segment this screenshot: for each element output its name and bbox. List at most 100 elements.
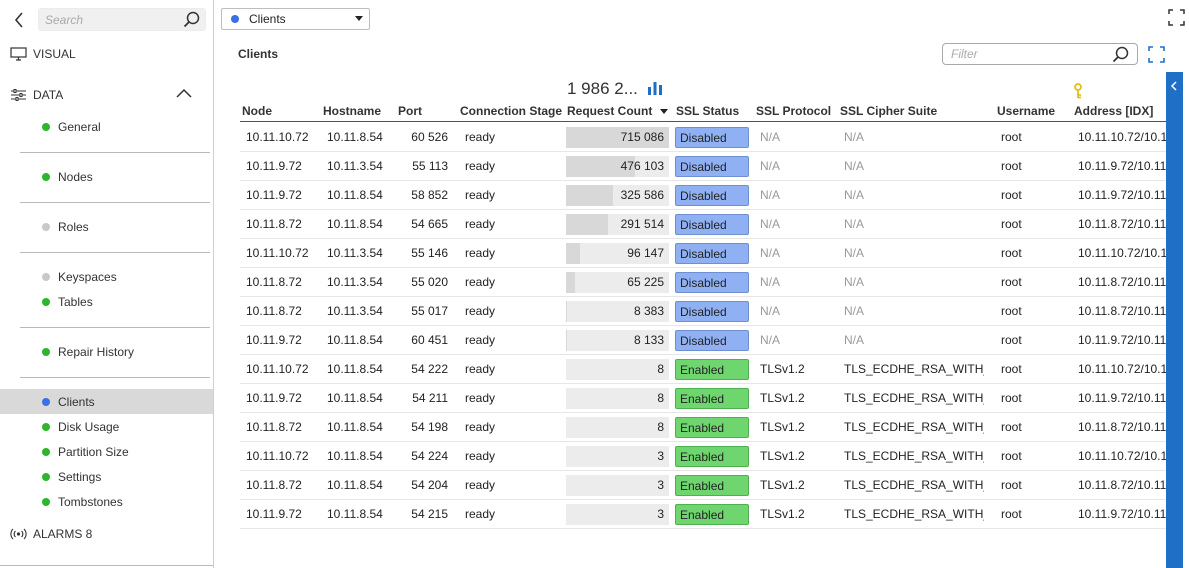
- cell-ssl-status: Disabled: [675, 272, 749, 293]
- panel-fullscreen-icon[interactable]: [1148, 46, 1165, 63]
- search-icon[interactable]: [183, 11, 200, 28]
- cell-connection-stage: ready: [465, 246, 496, 260]
- chevron-up-icon[interactable]: [176, 88, 192, 98]
- cell-ssl-protocol: N/A: [760, 159, 781, 173]
- sidebar-item-label: Disk Usage: [58, 419, 120, 434]
- sidebar-item-disk-usage[interactable]: Disk Usage: [0, 414, 213, 439]
- cell-connection-stage: ready: [465, 478, 496, 492]
- column-header-ssl-cipher-suite[interactable]: SSL Cipher Suite: [840, 104, 938, 118]
- column-header-port[interactable]: Port: [398, 104, 422, 118]
- section-visual-label: VISUAL: [33, 47, 76, 61]
- cell-username: root: [1001, 275, 1022, 289]
- column-header-ssl-status[interactable]: SSL Status: [676, 104, 740, 118]
- sidebar-item-label: Settings: [58, 469, 102, 484]
- cell-username: root: [1001, 507, 1022, 521]
- cell-address: 10.11.10.72/10.11: [1078, 246, 1166, 260]
- column-header-address[interactable]: Address [IDX]: [1074, 104, 1154, 118]
- sidebar-item-label: Clients: [58, 394, 95, 409]
- section-data[interactable]: DATA: [10, 88, 63, 102]
- cell-ssl-status: Enabled: [675, 417, 749, 438]
- cell-hostname: 10.11.3.54: [327, 246, 383, 260]
- cell-request-count: 8: [566, 388, 669, 409]
- back-button[interactable]: [8, 9, 30, 31]
- table-row[interactable]: 10.11.8.72 10.11.8.54 54 204 ready 3 Enabled T…: [240, 471, 1166, 500]
- search-input[interactable]: [39, 9, 169, 30]
- section-visual[interactable]: VISUAL: [10, 47, 76, 61]
- cell-ssl-cipher-suite: TLS_ECDHE_RSA_WITH_...: [844, 391, 984, 405]
- sidebar-item-label: Repair History: [58, 344, 135, 359]
- cell-request-count: 325 586: [566, 185, 669, 206]
- request-count-value: 325 586: [620, 188, 664, 202]
- cell-hostname: 10.11.8.54: [327, 217, 383, 231]
- table-row[interactable]: 10.11.8.72 10.11.3.54 55 017 ready 8 383 Disa…: [240, 297, 1166, 326]
- search-icon[interactable]: [1112, 46, 1129, 63]
- cell-hostname: 10.11.3.54: [327, 275, 383, 289]
- cell-ssl-protocol: TLSv1.2: [760, 391, 805, 405]
- request-count-value: 476 103: [620, 159, 664, 173]
- request-count-value: 65 225: [627, 275, 664, 289]
- table-row[interactable]: 10.11.8.72 10.11.3.54 55 020 ready 65 225 Dis…: [240, 268, 1166, 297]
- chevron-left-icon: [1170, 81, 1177, 91]
- request-count-value: 8 133: [633, 333, 664, 347]
- cell-ssl-protocol: N/A: [760, 304, 781, 318]
- view-select[interactable]: Clients: [221, 8, 370, 30]
- cell-connection-stage: ready: [465, 507, 496, 521]
- sidebar-item-nodes[interactable]: Nodes: [0, 164, 213, 189]
- cell-port: 54 222: [411, 362, 448, 376]
- sidebar-item-general[interactable]: General: [0, 114, 213, 139]
- table-row[interactable]: 10.11.10.72 10.11.8.54 54 222 ready 8 Enabled…: [240, 355, 1166, 384]
- table-row[interactable]: 10.11.9.72 10.11.3.54 55 113 ready 476 103 Di…: [240, 152, 1166, 181]
- request-count-value: 3: [657, 478, 664, 492]
- cell-connection-stage: ready: [465, 159, 496, 173]
- cell-ssl-protocol: N/A: [760, 246, 781, 260]
- sidebar-item-roles[interactable]: Roles: [0, 214, 213, 239]
- column-header-connection-stage[interactable]: Connection Stage: [460, 104, 563, 118]
- request-count-value: 8: [657, 391, 664, 405]
- cell-ssl-protocol: N/A: [760, 333, 781, 347]
- cell-connection-stage: ready: [465, 391, 496, 405]
- sidebar-item-partition-size[interactable]: Partition Size: [0, 439, 213, 464]
- sidebar-item-settings[interactable]: Settings: [0, 464, 213, 489]
- cell-connection-stage: ready: [465, 130, 496, 144]
- table-row[interactable]: 10.11.10.72 10.11.3.54 55 146 ready 96 147 Di…: [240, 239, 1166, 268]
- sidebar-item-label: Roles: [58, 219, 89, 234]
- column-header-hostname[interactable]: Hostname: [323, 104, 382, 118]
- cell-connection-stage: ready: [465, 217, 496, 231]
- side-panel-toggle[interactable]: [1166, 72, 1183, 568]
- cell-address: 10.11.8.72/10.11.3: [1078, 304, 1166, 318]
- column-header-ssl-protocol[interactable]: SSL Protocol: [756, 104, 832, 118]
- sidebar-item-tombstones[interactable]: Tombstones: [0, 489, 213, 514]
- status-dot: [42, 447, 50, 456]
- column-header-node[interactable]: Node: [242, 104, 272, 118]
- cell-ssl-status: Enabled: [675, 475, 749, 496]
- table-row[interactable]: 10.11.8.72 10.11.8.54 54 665 ready 291 514 Di…: [240, 210, 1166, 239]
- table-row[interactable]: 10.11.10.72 10.11.8.54 54 224 ready 3 Enabled…: [240, 442, 1166, 471]
- cell-hostname: 10.11.8.54: [327, 362, 383, 376]
- sidebar-item-tables[interactable]: Tables: [0, 289, 213, 314]
- cell-username: root: [1001, 333, 1022, 347]
- request-count-bar: [566, 301, 568, 322]
- cell-request-count: 8: [566, 417, 669, 438]
- section-alarms[interactable]: ALARMS 8: [10, 527, 92, 541]
- cell-request-count: 3: [566, 446, 669, 467]
- table-row[interactable]: 10.11.9.72 10.11.8.54 54 215 ready 3 Enabled T…: [240, 500, 1166, 529]
- column-header-username[interactable]: Username: [997, 104, 1056, 118]
- table-row[interactable]: 10.11.9.72 10.11.8.54 60 451 ready 8 133 Disa…: [240, 326, 1166, 355]
- status-dot: [42, 472, 50, 481]
- bar-chart-icon[interactable]: [647, 81, 663, 95]
- table-row[interactable]: 10.11.10.72 10.11.8.54 60 526 ready 715 086 D…: [240, 123, 1166, 152]
- sidebar-item-keyspaces[interactable]: Keyspaces: [0, 264, 213, 289]
- filter-input[interactable]: [943, 44, 1103, 64]
- table-row[interactable]: 10.11.9.72 10.11.8.54 58 852 ready 325 586 Di…: [240, 181, 1166, 210]
- table-row[interactable]: 10.11.9.72 10.11.8.54 54 211 ready 8 Enabled T…: [240, 384, 1166, 413]
- sidebar-item-clients[interactable]: Clients: [0, 389, 213, 414]
- fullscreen-icon[interactable]: [1168, 9, 1185, 26]
- cell-hostname: 10.11.8.54: [327, 507, 383, 521]
- filter-box: [942, 43, 1138, 65]
- cell-port: 55 146: [411, 246, 448, 260]
- column-header-request-count[interactable]: Request Count: [567, 104, 669, 118]
- cell-ssl-cipher-suite: N/A: [844, 159, 865, 173]
- table-row[interactable]: 10.11.8.72 10.11.8.54 54 198 ready 8 Enabled T…: [240, 413, 1166, 442]
- cell-port: 54 198: [411, 420, 448, 434]
- sidebar-item-repair-history[interactable]: Repair History: [0, 339, 213, 364]
